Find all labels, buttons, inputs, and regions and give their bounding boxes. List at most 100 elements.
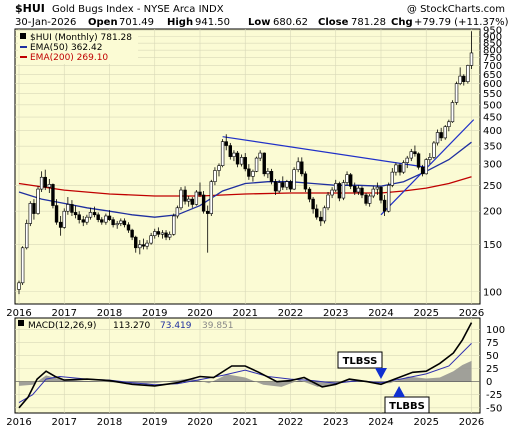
candle-body <box>364 194 368 204</box>
macd-legend-histogram: 39.851 <box>202 321 234 331</box>
x-tick-label: 2016 <box>6 308 31 319</box>
candle-body <box>432 142 436 158</box>
candle <box>428 153 432 165</box>
candle <box>92 206 97 218</box>
candle <box>322 205 327 224</box>
price-y-axis: 100 150 200 250 300 350 400 450 5005506006507007… <box>483 26 502 299</box>
candle <box>247 164 251 180</box>
candle-body <box>296 161 300 170</box>
open-label: Open <box>88 17 118 28</box>
candle-body <box>311 198 315 210</box>
candle-body <box>111 219 115 226</box>
candle-body <box>413 151 417 155</box>
candle <box>228 142 233 160</box>
candle <box>269 168 274 185</box>
candle-body <box>220 141 225 166</box>
candle-body <box>73 212 78 216</box>
candle <box>337 181 342 202</box>
candle <box>134 235 138 253</box>
price-x-axis: 2016 2017 2018 2019 2020 2021 2022 2023 2024 2025… <box>6 308 484 319</box>
open-value: 701.49 <box>119 17 154 28</box>
candle-body <box>194 191 199 205</box>
y-tick-label: 300 <box>483 160 502 171</box>
x-tick-label: 2023 <box>323 308 348 319</box>
candle <box>326 192 330 211</box>
candle <box>315 204 319 220</box>
candle-body <box>153 231 157 237</box>
candle-body <box>337 183 342 199</box>
close-value: 781.28 <box>351 17 386 28</box>
candle-body <box>43 176 47 188</box>
candle-body <box>428 157 432 160</box>
candle <box>466 64 470 84</box>
candle <box>288 179 293 193</box>
candle <box>194 190 199 206</box>
candle <box>47 178 52 193</box>
y-tick-label: 250 <box>483 181 502 192</box>
candle <box>186 196 191 207</box>
candle-body <box>273 181 278 192</box>
candle <box>375 182 380 195</box>
candle <box>43 169 47 191</box>
candle <box>454 81 459 105</box>
y-tick-label: 400 <box>483 126 502 137</box>
candle <box>51 183 55 209</box>
candle-body <box>77 214 81 220</box>
y-tick-label: 500 <box>483 100 502 111</box>
candle <box>432 141 436 159</box>
candle-body <box>28 203 33 224</box>
candle <box>141 238 146 250</box>
candle-body <box>232 152 236 157</box>
candle <box>424 158 428 175</box>
candle-body <box>32 203 36 214</box>
candle-body <box>247 168 251 177</box>
y-tick-label: 950 <box>483 26 502 37</box>
candle-body <box>138 244 142 249</box>
candle-body <box>462 75 466 82</box>
candle-body <box>356 187 361 193</box>
candle-body <box>353 185 357 193</box>
macd-legend-signal: 73.419 <box>160 321 192 331</box>
candle <box>296 157 300 173</box>
legend-price: $HUI (Monthly) 781.28 <box>30 33 132 43</box>
candle-body <box>172 215 176 235</box>
candle-body <box>424 159 428 175</box>
candle <box>353 182 357 195</box>
x-tick-label: 2026 <box>459 308 484 319</box>
candle <box>300 157 304 177</box>
candle <box>382 194 387 216</box>
candle <box>243 153 247 172</box>
candle <box>96 212 100 223</box>
candle <box>458 67 462 86</box>
candle <box>175 205 180 219</box>
candle-body <box>281 182 285 188</box>
candle <box>39 171 44 193</box>
candle <box>17 280 21 295</box>
candle-body <box>443 126 447 139</box>
ema200-line <box>18 176 472 197</box>
macd-annotations: TLBSS TLBBS <box>337 351 430 414</box>
macd-lines <box>15 322 480 409</box>
candle <box>156 227 161 238</box>
macd-x-tick-label: 2017 <box>52 417 77 428</box>
candle <box>258 150 262 162</box>
candle <box>62 208 66 229</box>
candle <box>58 215 63 236</box>
candle-body <box>186 198 191 202</box>
macd-y-tick-label: 25 <box>486 364 499 375</box>
legend-ema50: EMA(50) 362.42 <box>30 43 102 53</box>
candle-body <box>201 194 206 212</box>
candle-body <box>175 207 180 217</box>
candle-body <box>130 229 134 238</box>
macd-x-tick-label: 2025 <box>414 417 439 428</box>
candle-body <box>307 188 312 200</box>
chart-symbol: $HUI <box>15 2 45 15</box>
candle-body <box>149 235 153 244</box>
candle <box>149 232 153 245</box>
candle-body <box>334 183 338 191</box>
candle <box>32 199 36 220</box>
candle-body <box>51 184 55 206</box>
y-tick-label: 600 <box>483 79 502 90</box>
candle <box>24 219 29 250</box>
candle <box>232 150 236 162</box>
